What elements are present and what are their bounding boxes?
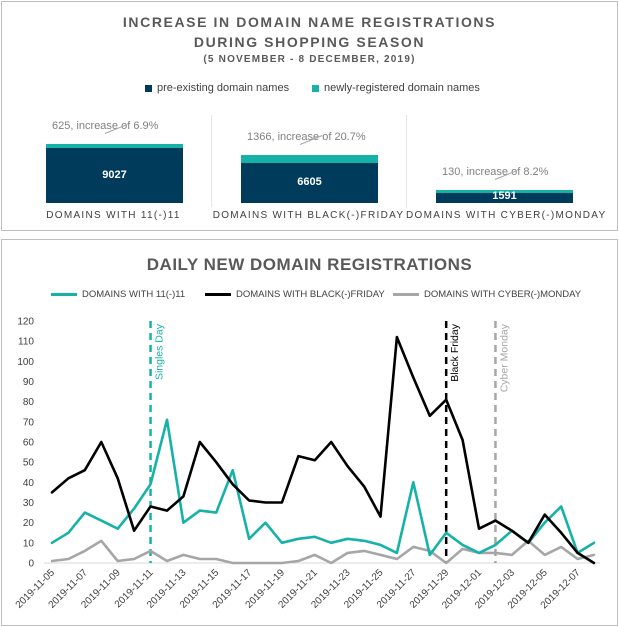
bar-annotation: 625, increase of 6.9% [52, 120, 159, 132]
bar-value-label: 6605 [297, 176, 322, 188]
bar-group-box [211, 115, 407, 207]
legend-line-blackfriday [205, 293, 231, 296]
bar-annotation: 130, increase of 8.2% [442, 166, 549, 178]
series-line-1111 [50, 418, 596, 557]
y-tick-label: 50 [23, 458, 35, 469]
bar-preexisting [436, 193, 573, 203]
y-tick-label: 80 [23, 397, 35, 408]
y-tick-label: 90 [23, 377, 35, 388]
legend-item-1111: DOMAINS WITH 11(-)11 [51, 289, 185, 300]
legend-item-newly: newly-registered domain names [312, 82, 480, 94]
legend-line-1111 [51, 293, 77, 296]
category-label: DOMAINS WITH CYBER(-)MONDAY [406, 210, 607, 221]
bar-annotation: 1366, increase of 20.7% [247, 131, 366, 143]
daily-registrations-panel: DAILY NEW DOMAIN REGISTRATIONS DOMAINS W… [1, 239, 618, 626]
bar-newly [46, 144, 183, 148]
bar-value-label: 1591 [492, 189, 517, 202]
legend-item-preexisting: pre-existing domain names [145, 82, 289, 94]
line-chart-title: DAILY NEW DOMAIN REGISTRATIONS [146, 255, 473, 274]
y-tick-label: 100 [17, 357, 34, 368]
legend-swatch-preexisting [145, 84, 152, 92]
legend-item-cybermonday: DOMAINS WITH CYBER(-)MONDAY [393, 289, 581, 300]
line-chart-svg: 01020304050607080901001101202019-11-0520… [14, 317, 600, 611]
y-tick-label: 20 [23, 518, 35, 529]
category-label: DOMAINS WITH BLACK(-)FRIDAY [212, 210, 405, 221]
y-tick-label: 60 [23, 438, 35, 449]
legend-swatch-newly [312, 84, 319, 92]
chart-title-line1: INCREASE IN DOMAIN NAME REGISTRATIONS [122, 14, 497, 30]
series-line-cybermonday [50, 539, 596, 565]
bar-newly [241, 155, 378, 163]
bar-preexisting [241, 163, 378, 203]
event-marker-label: Black Friday [449, 323, 461, 382]
y-tick-label: 10 [23, 538, 35, 549]
series-line-blackfriday [50, 335, 596, 565]
y-tick-label: 40 [23, 478, 35, 489]
y-tick-label: 110 [18, 337, 34, 348]
bar-value-label: 9027 [102, 168, 127, 181]
legend-label-cybermonday: DOMAINS WITH CYBER(-)MONDAY [424, 289, 582, 300]
bar-group-box [406, 115, 602, 207]
bar-preexisting [46, 148, 183, 203]
y-tick-label: 0 [28, 559, 34, 570]
chart-subtitle: (5 NOVEMBER - 8 DECEMBER, 2019) [203, 54, 416, 65]
bar-newly [436, 190, 573, 193]
legend-item-blackfriday: DOMAINS WITH BLACK(-)FRIDAY [205, 289, 385, 300]
registrations-increase-panel: INCREASE IN DOMAIN NAME REGISTRATIONS DU… [1, 1, 618, 231]
event-marker-label: Cyber Monday [498, 323, 510, 392]
legend-label-1111: DOMAINS WITH 11(-)11 [82, 289, 186, 300]
y-tick-label: 120 [17, 317, 34, 328]
category-label: DOMAINS WITH 11(-)11 [46, 210, 181, 221]
legend-label-blackfriday: DOMAINS WITH BLACK(-)FRIDAY [236, 289, 385, 300]
event-marker-label: Singles Day [154, 323, 166, 380]
y-tick-label: 30 [23, 498, 35, 509]
legend-label-preexisting: pre-existing domain names [157, 82, 290, 94]
legend-line-cybermonday [393, 293, 419, 296]
legend-label-newly: newly-registered domain names [324, 82, 480, 94]
y-tick-label: 70 [23, 417, 35, 428]
chart-title-line2: DURING SHOPPING SEASON [193, 34, 426, 50]
